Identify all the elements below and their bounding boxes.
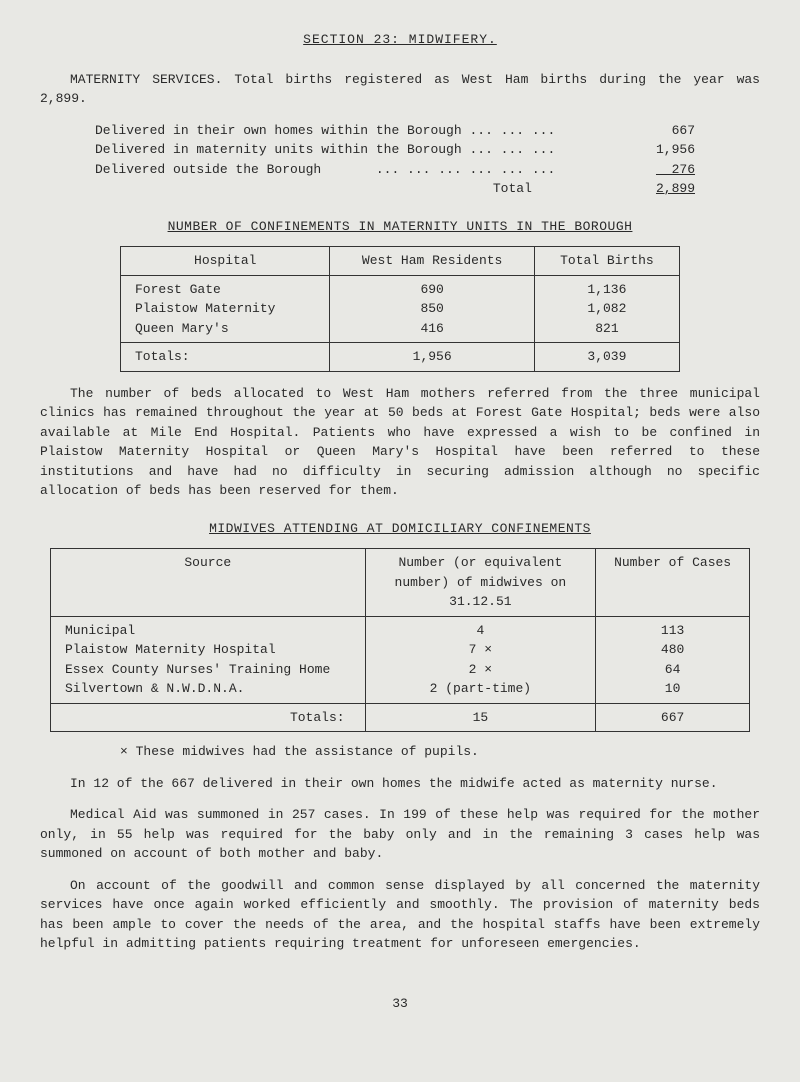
table2-title: MIDWIVES ATTENDING AT DOMICILIARY CONFIN… [40,519,760,539]
table-totals-row: Totals: 1,956 3,039 [121,343,680,372]
midwives-cell: 4 7 × 2 × 2 (part-time) [365,616,596,703]
totals-births: 3,039 [534,343,679,372]
births-cell: 1,136 1,082 821 [534,275,679,343]
list-item: Delivered in maternity units within the … [95,140,695,160]
cell-text: 850 [340,299,523,319]
cell-text: 690 [340,280,523,300]
para-c: Medical Aid was summoned in 257 cases. I… [40,805,760,864]
cell-text: 113 [606,621,739,641]
para-b: In 12 of the 667 delivered in their own … [40,774,760,794]
list-item: Total 2,899 [95,179,695,199]
totals-label: Totals: [121,343,330,372]
list-item: Delivered in their own homes within the … [95,121,695,141]
cell-text: 821 [545,319,669,339]
cell-text: 1,082 [545,299,669,319]
col-cases: Number of Cases [596,549,750,617]
footnote: × These midwives had the assistance of p… [120,742,760,762]
intro-paragraph: MATERNITY SERVICES. Total births registe… [40,70,760,109]
cell-text: 480 [606,640,739,660]
source-cell: Municipal Plaistow Maternity Hospital Es… [51,616,366,703]
cell-text: Essex County Nurses' Training Home [65,660,355,680]
table-header-row: Source Number (or equivalent number) of … [51,549,750,617]
totals-residents: 1,956 [330,343,534,372]
cell-text: 4 [376,621,586,641]
cell-text: Plaistow Maternity [135,299,319,319]
table-totals-row: Totals: 15 667 [51,703,750,732]
totals-label: Totals: [51,703,366,732]
cell-text: Plaistow Maternity Hospital [65,640,355,660]
col-hospital: Hospital [121,247,330,276]
para-d: On account of the goodwill and common se… [40,876,760,954]
list-value: 276 [635,160,695,180]
section-title: SECTION 23: MIDWIFERY. [40,30,760,50]
cell-text: 10 [606,679,739,699]
list-value: 1,956 [635,140,695,160]
list-label: Delivered in maternity units within the … [95,140,555,160]
table1-title: NUMBER OF CONFINEMENTS IN MATERNITY UNIT… [40,217,760,237]
confinements-table: Hospital West Ham Residents Total Births… [120,246,680,372]
totals-midwives: 15 [365,703,596,732]
cell-text: 64 [606,660,739,680]
col-midwives: Number (or equivalent number) of midwive… [365,549,596,617]
cell-text: 1,136 [545,280,669,300]
cell-text: 2 (part-time) [376,679,586,699]
list-label: Delivered in their own homes within the … [95,121,555,141]
cell-text: Municipal [65,621,355,641]
list-item: Delivered outside the Borough ... ... ..… [95,160,695,180]
para-after-table1: The number of beds allocated to West Ham… [40,384,760,501]
cases-cell: 113 480 64 10 [596,616,750,703]
hospital-cell: Forest Gate Plaistow Maternity Queen Mar… [121,275,330,343]
col-births: Total Births [534,247,679,276]
cell-text: 2 × [376,660,586,680]
cell-text: Forest Gate [135,280,319,300]
cell-text: Silvertown & N.W.D.N.A. [65,679,355,699]
totals-cases: 667 [596,703,750,732]
list-label: Delivered outside the Borough ... ... ..… [95,160,555,180]
list-value: 667 [635,121,695,141]
list-value: 2,899 [635,179,695,199]
col-residents: West Ham Residents [330,247,534,276]
midwives-table: Source Number (or equivalent number) of … [50,548,750,732]
cell-text: 416 [340,319,523,339]
page-number: 33 [40,994,760,1014]
delivery-list: Delivered in their own homes within the … [95,121,760,199]
residents-cell: 690 850 416 [330,275,534,343]
cell-text: 7 × [376,640,586,660]
table-header-row: Hospital West Ham Residents Total Births [121,247,680,276]
list-label: Total [95,179,532,199]
cell-text: Queen Mary's [135,319,319,339]
col-source: Source [51,549,366,617]
table-body-row: Municipal Plaistow Maternity Hospital Es… [51,616,750,703]
